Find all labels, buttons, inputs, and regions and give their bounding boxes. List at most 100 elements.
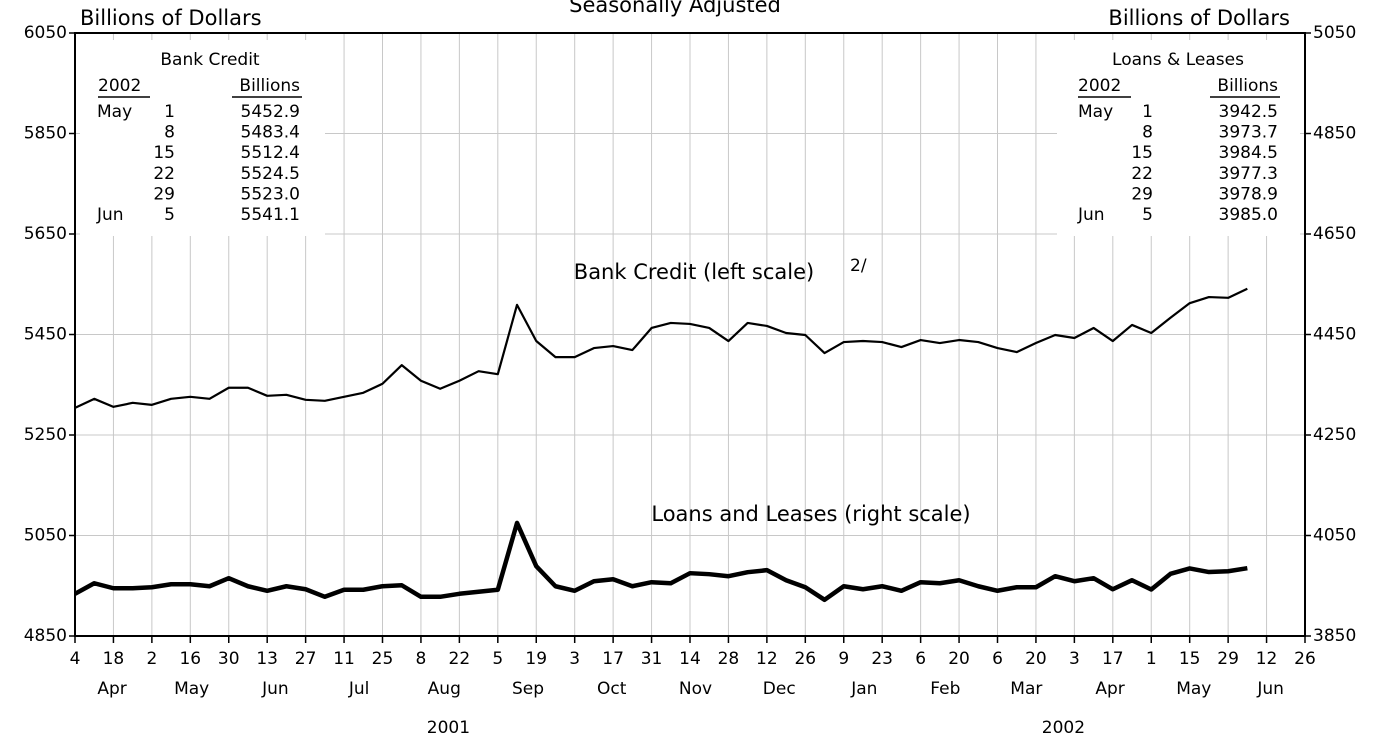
y2-tick-label: 4650 <box>1313 224 1356 244</box>
y-tick-label: 6050 <box>24 23 67 43</box>
y2-tick-label: 4850 <box>1313 124 1356 144</box>
x-month-label: Dec <box>763 679 796 699</box>
x-tick-label: 13 <box>256 649 278 669</box>
x-tick-label: 11 <box>333 649 355 669</box>
table-cell: 3973.7 <box>1219 123 1278 143</box>
table-header: Billions <box>239 76 300 96</box>
x-tick-label: 26 <box>1294 649 1316 669</box>
x-tick-label: 4 <box>70 649 81 669</box>
x-month-label: Mar <box>1010 679 1042 699</box>
x-tick-label: 3 <box>569 649 580 669</box>
x-tick-label: 19 <box>525 649 547 669</box>
table-cell: 3942.5 <box>1219 102 1278 122</box>
y-tick-label: 5250 <box>24 425 67 445</box>
series-label: Loans and Leases (right scale) <box>651 502 970 526</box>
x-month-label: Sep <box>512 679 544 699</box>
y2-tick-label: 5050 <box>1313 23 1356 43</box>
x-month-label: Oct <box>597 679 627 699</box>
table-cell: 5483.4 <box>241 123 300 143</box>
table-header: 2002 <box>1078 76 1121 96</box>
table-cell: 5 <box>1142 205 1153 225</box>
x-tick-label: 12 <box>1256 649 1278 669</box>
table-cell: 5523.0 <box>241 184 300 204</box>
x-month-label: Apr <box>1095 679 1124 699</box>
x-tick-label: 22 <box>449 649 471 669</box>
table-cell: 29 <box>153 184 175 204</box>
table-title: Loans & Leases <box>1112 50 1244 70</box>
x-tick-label: 27 <box>295 649 317 669</box>
x-month-label: Jul <box>348 679 370 699</box>
series-label: Bank Credit (left scale) <box>574 260 814 284</box>
x-tick-label: 6 <box>915 649 926 669</box>
x-tick-label: 25 <box>372 649 394 669</box>
x-tick-label: 2 <box>146 649 157 669</box>
table-cell: 29 <box>1131 184 1153 204</box>
y-tick-label: 5850 <box>24 124 67 144</box>
table-cell: 5512.4 <box>241 143 300 163</box>
table-cell: Jun <box>96 205 124 225</box>
x-tick-label: 9 <box>838 649 849 669</box>
table-cell: 15 <box>153 143 175 163</box>
inset-box <box>1057 40 1300 236</box>
table-cell: 5 <box>164 205 175 225</box>
table-header: 2002 <box>98 76 141 96</box>
x-month-label: Jun <box>1256 679 1284 699</box>
table-cell: May <box>97 102 132 122</box>
x-month-label: Jun <box>261 679 289 699</box>
y-tick-label: 5650 <box>24 224 67 244</box>
x-month-label: Feb <box>930 679 960 699</box>
table-cell: 5541.1 <box>241 205 300 225</box>
chart-title: Seasonally Adjusted <box>569 0 781 17</box>
y-tick-label: 5450 <box>24 325 67 345</box>
table-cell: 22 <box>153 164 175 184</box>
data-line <box>73 520 1248 603</box>
x-tick-label: 31 <box>641 649 663 669</box>
x-year-label: 2001 <box>427 718 470 738</box>
y-tick-label: 4850 <box>24 626 67 646</box>
x-tick-label: 1 <box>1146 649 1157 669</box>
table-cell: 15 <box>1131 143 1153 163</box>
y-tick-label: 5050 <box>24 526 67 546</box>
x-tick-label: 23 <box>871 649 893 669</box>
y2-tick-label: 4050 <box>1313 526 1356 546</box>
x-tick-label: 3 <box>1069 649 1080 669</box>
footnote-mark: 2/ <box>850 256 867 276</box>
table-cell: Jun <box>1077 205 1105 225</box>
table-cell: 1 <box>1142 102 1153 122</box>
y-axis-label: Billions of Dollars <box>80 6 262 30</box>
table-cell: 5452.9 <box>241 102 300 122</box>
x-tick-label: 17 <box>602 649 624 669</box>
y2-axis-label: Billions of Dollars <box>1108 6 1290 30</box>
x-tick-label: 26 <box>794 649 816 669</box>
x-month-label: Jan <box>850 679 877 699</box>
table-header: Billions <box>1217 76 1278 96</box>
x-tick-label: 29 <box>1217 649 1239 669</box>
x-month-label: Apr <box>97 679 126 699</box>
x-tick-label: 5 <box>492 649 503 669</box>
x-tick-label: 14 <box>679 649 701 669</box>
data-line <box>74 287 1248 409</box>
x-month-label: Nov <box>679 679 712 699</box>
x-month-label: Aug <box>428 679 461 699</box>
x-year-label: 2002 <box>1042 718 1085 738</box>
inset-box <box>80 40 325 236</box>
x-month-label: May <box>1176 679 1211 699</box>
table-cell: 8 <box>1142 123 1153 143</box>
x-tick-label: 20 <box>948 649 970 669</box>
table-cell: 3984.5 <box>1219 143 1278 163</box>
table-cell: 8 <box>164 123 175 143</box>
x-tick-label: 18 <box>103 649 125 669</box>
x-tick-label: 8 <box>416 649 427 669</box>
table-cell: 3977.3 <box>1219 164 1278 184</box>
x-tick-label: 17 <box>1102 649 1124 669</box>
x-tick-label: 16 <box>179 649 201 669</box>
x-tick-label: 12 <box>756 649 778 669</box>
x-tick-label: 6 <box>992 649 1003 669</box>
table-title: Bank Credit <box>160 50 260 70</box>
y2-tick-label: 4250 <box>1313 425 1356 445</box>
y2-tick-label: 4450 <box>1313 325 1356 345</box>
table-cell: 5524.5 <box>241 164 300 184</box>
table-cell: 3985.0 <box>1219 205 1278 225</box>
table-cell: 1 <box>164 102 175 122</box>
